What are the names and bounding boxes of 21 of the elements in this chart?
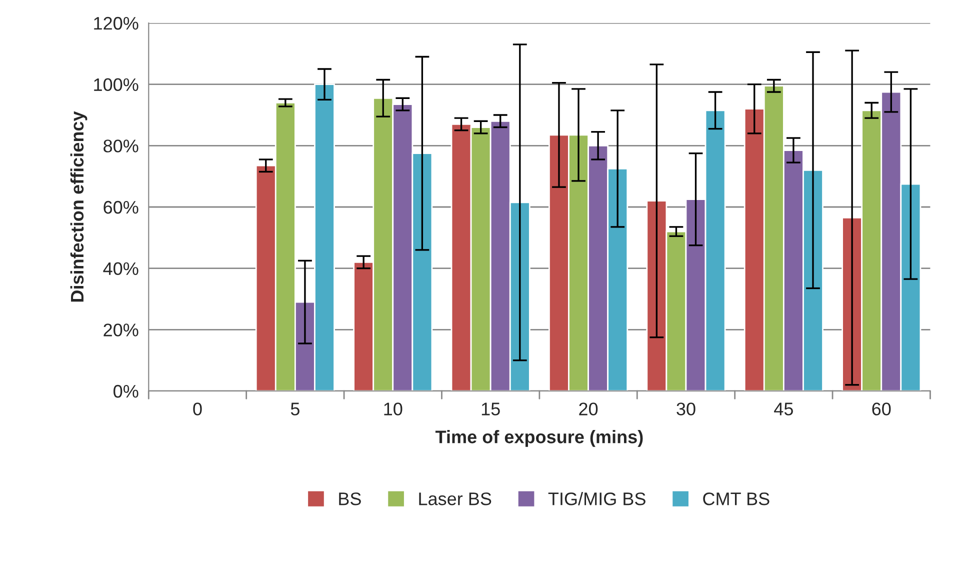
legend-label: BS [339,492,361,506]
y-tick-label: 100% [94,78,138,92]
x-tick-label: 10 [384,402,402,416]
x-tick-label: 15 [482,402,500,416]
x-tick-label: 20 [579,402,598,416]
y-tick-label: 60% [104,200,138,214]
y-tick-label: 120% [94,16,138,30]
y-tick-label: 0% [114,384,138,398]
legend-label: Laser BS [419,492,492,506]
y-tick-label: 80% [104,140,138,152]
x-tick-label: 45 [774,402,793,416]
x-tick-label: 30 [676,402,696,416]
y-tick-label: 40% [103,262,138,276]
x-tick-label: 5 [290,402,300,416]
y-tick-label: 20% [104,324,138,336]
x-tick-label: 0 [193,402,202,416]
legend-label: TIG/MIG BS [548,492,646,506]
legend-label: CMT BS [703,492,770,506]
x-axis-title: Time of exposure (mins) [435,430,643,447]
x-tick-label: 60 [872,402,891,416]
y-axis-title: Disinfection efficiency [70,111,88,302]
